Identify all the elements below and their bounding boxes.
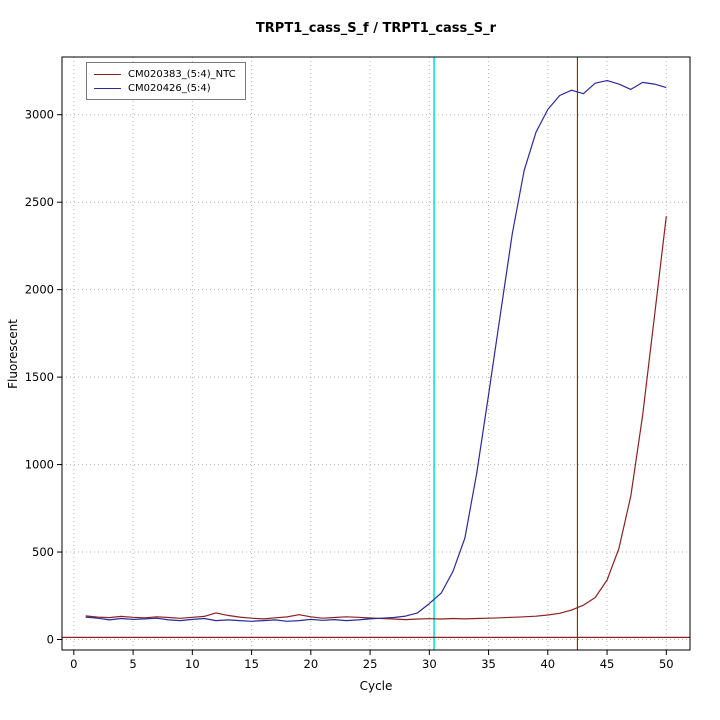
legend: CM020383_(5:4)_NTC CM020426_(5:4) xyxy=(86,62,246,100)
series-line-CM020383_(5:4)_NTC xyxy=(85,216,667,621)
plot-border xyxy=(61,56,691,651)
y-tick-label: 2500 xyxy=(25,195,54,209)
y-tick-label: 2000 xyxy=(25,283,54,297)
x-tick-label: 35 xyxy=(481,657,496,671)
x-tick-label: 50 xyxy=(659,657,674,671)
x-tick-label: 10 xyxy=(185,657,200,671)
y-tick-label: 3000 xyxy=(25,108,54,122)
legend-label: CM020383_(5:4)_NTC xyxy=(128,68,236,80)
x-tick-label: 40 xyxy=(540,657,555,671)
x-tick-label: 20 xyxy=(304,657,319,671)
y-tick-label: 500 xyxy=(32,545,54,559)
legend-line-sample-red xyxy=(94,73,121,75)
legend-item-ntc: CM020383_(5:4)_NTC xyxy=(94,67,236,81)
x-tick-label: 5 xyxy=(129,657,136,671)
x-tick-label: 25 xyxy=(363,657,378,671)
x-tick-label: 0 xyxy=(70,657,77,671)
chart-title: TRPT1_cass_S_f / TRPT1_cass_S_r xyxy=(255,21,497,36)
y-tick-label: 0 xyxy=(47,633,54,647)
y-tick-label: 1000 xyxy=(25,458,54,472)
series-line-CM020426_(5:4) xyxy=(85,79,667,622)
x-tick-label: 15 xyxy=(244,657,259,671)
y-axis-label: Fluorescent xyxy=(6,319,20,389)
x-axis-label: Cycle xyxy=(359,679,393,693)
legend-item-sample: CM020426_(5:4) xyxy=(94,81,236,95)
x-tick-label: 30 xyxy=(422,657,437,671)
y-tick-label: 1500 xyxy=(25,370,54,384)
x-tick-label: 45 xyxy=(600,657,615,671)
legend-line-sample-blue xyxy=(94,87,121,89)
legend-label: CM020426_(5:4) xyxy=(128,82,211,94)
